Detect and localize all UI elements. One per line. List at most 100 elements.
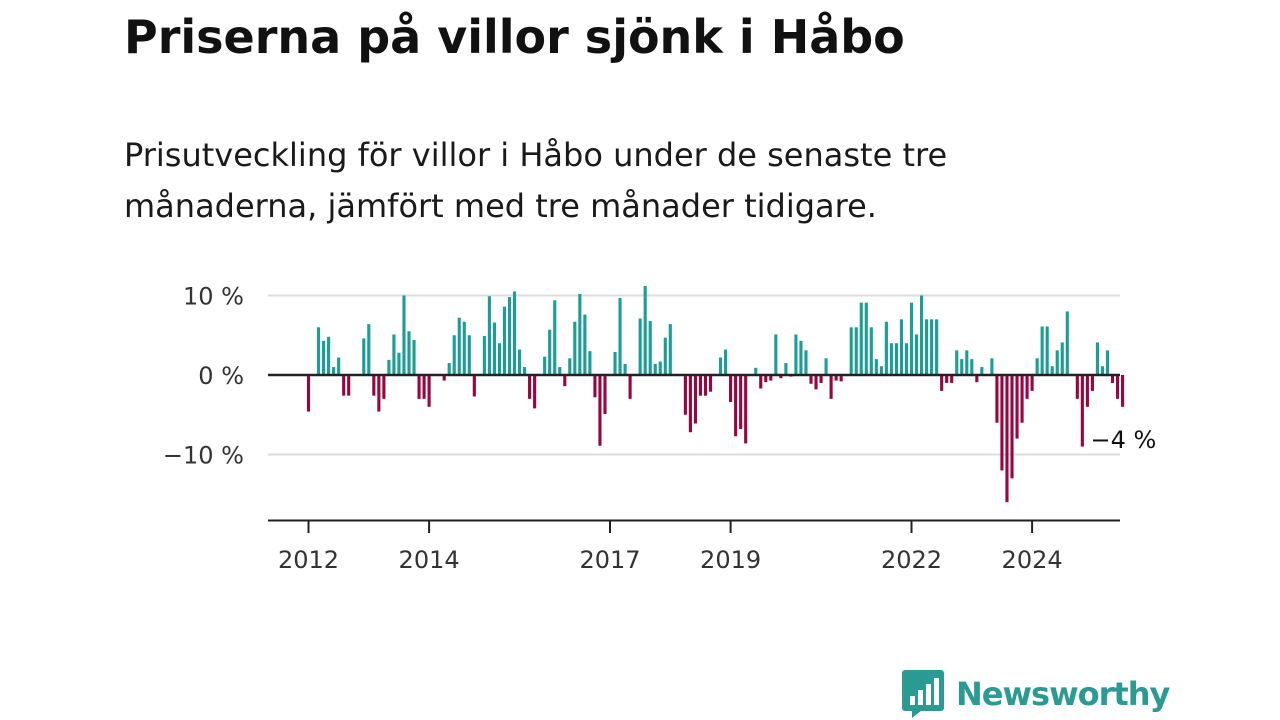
bar bbox=[1005, 375, 1009, 503]
bar bbox=[327, 336, 331, 375]
chart-title: Priserna på villor sjönk i Håbo bbox=[124, 10, 905, 64]
bar bbox=[869, 327, 873, 375]
bar bbox=[1015, 375, 1019, 439]
chart-subtitle: Prisutveckling för villor i Håbo under d… bbox=[124, 136, 948, 225]
bar bbox=[347, 375, 351, 396]
y-tick-label: −10 % bbox=[163, 442, 244, 470]
bar bbox=[764, 375, 768, 383]
bar-chart-speech-bubble-icon bbox=[902, 670, 944, 718]
bar bbox=[683, 375, 687, 415]
bar bbox=[668, 324, 672, 375]
bar bbox=[849, 327, 853, 375]
bar bbox=[397, 352, 401, 375]
x-tick-label: 2024 bbox=[1002, 546, 1063, 574]
bar bbox=[759, 375, 763, 389]
bar bbox=[955, 350, 959, 375]
bar bbox=[472, 375, 476, 397]
bar bbox=[402, 295, 406, 375]
bar bbox=[648, 320, 652, 375]
bar bbox=[1010, 375, 1014, 479]
bar bbox=[603, 375, 607, 414]
bar bbox=[392, 334, 396, 375]
bar bbox=[658, 361, 662, 375]
bar bbox=[512, 291, 517, 375]
bar bbox=[507, 297, 512, 375]
brand-name: Newsworthy bbox=[956, 675, 1170, 713]
bar bbox=[829, 375, 833, 399]
bar bbox=[1025, 375, 1029, 399]
x-tick-label: 2014 bbox=[399, 546, 460, 574]
bar bbox=[899, 319, 904, 375]
bar bbox=[739, 375, 743, 430]
last-value-label: −4 % bbox=[1091, 426, 1157, 454]
bar bbox=[774, 334, 778, 375]
bar bbox=[970, 359, 974, 375]
bar bbox=[1095, 342, 1099, 375]
bar bbox=[729, 375, 733, 403]
bar bbox=[980, 367, 984, 375]
x-tick-label: 2017 bbox=[579, 546, 640, 574]
bar bbox=[889, 343, 893, 375]
bar bbox=[769, 375, 773, 381]
bar bbox=[517, 349, 522, 375]
bar bbox=[447, 363, 451, 375]
bar bbox=[377, 375, 381, 412]
bar bbox=[950, 375, 954, 383]
bar bbox=[688, 375, 692, 433]
bar bbox=[663, 337, 667, 375]
bar bbox=[1065, 311, 1069, 375]
bar bbox=[965, 350, 969, 375]
bar bbox=[322, 340, 326, 375]
bar bbox=[1045, 326, 1049, 375]
bar bbox=[618, 297, 622, 375]
bar bbox=[653, 363, 657, 375]
bar bbox=[1055, 350, 1059, 375]
bar bbox=[578, 293, 582, 375]
bar bbox=[482, 336, 486, 375]
newsworthy-logo: Newsworthy bbox=[902, 670, 1170, 718]
bar bbox=[502, 306, 507, 375]
bar bbox=[1100, 366, 1105, 375]
bar bbox=[1105, 350, 1110, 375]
bar bbox=[930, 319, 934, 375]
bar bbox=[558, 367, 562, 375]
bar bbox=[754, 367, 758, 375]
bar bbox=[563, 375, 567, 387]
bar bbox=[548, 329, 552, 375]
x-tick-label: 2012 bbox=[278, 546, 339, 574]
bar bbox=[884, 321, 888, 375]
bar bbox=[412, 340, 416, 375]
bar bbox=[995, 375, 999, 423]
bar bbox=[306, 375, 311, 412]
bar bbox=[593, 375, 597, 398]
bar bbox=[533, 375, 537, 409]
bar bbox=[839, 375, 843, 382]
y-tick-label: 0 % bbox=[198, 362, 244, 390]
bar bbox=[859, 302, 863, 375]
bar bbox=[553, 300, 557, 375]
bar bbox=[613, 351, 617, 375]
bar bbox=[497, 343, 502, 375]
bar bbox=[417, 375, 421, 399]
bar bbox=[362, 338, 366, 375]
bar bbox=[708, 375, 713, 392]
bar bbox=[879, 366, 883, 375]
bar bbox=[382, 375, 386, 399]
y-tick-label: 10 % bbox=[183, 283, 244, 311]
bar bbox=[457, 317, 461, 375]
bar bbox=[894, 343, 898, 375]
bar bbox=[824, 358, 828, 375]
bar bbox=[1120, 375, 1125, 407]
bar bbox=[703, 375, 708, 396]
bar bbox=[975, 375, 979, 383]
bar bbox=[316, 327, 321, 375]
bar bbox=[799, 340, 803, 375]
bar bbox=[487, 296, 491, 375]
bar bbox=[628, 375, 632, 399]
bar bbox=[1040, 326, 1044, 375]
bar bbox=[990, 358, 994, 375]
bar bbox=[784, 363, 788, 375]
bar bbox=[814, 375, 818, 390]
bar bbox=[718, 357, 723, 375]
bar bbox=[935, 319, 939, 375]
